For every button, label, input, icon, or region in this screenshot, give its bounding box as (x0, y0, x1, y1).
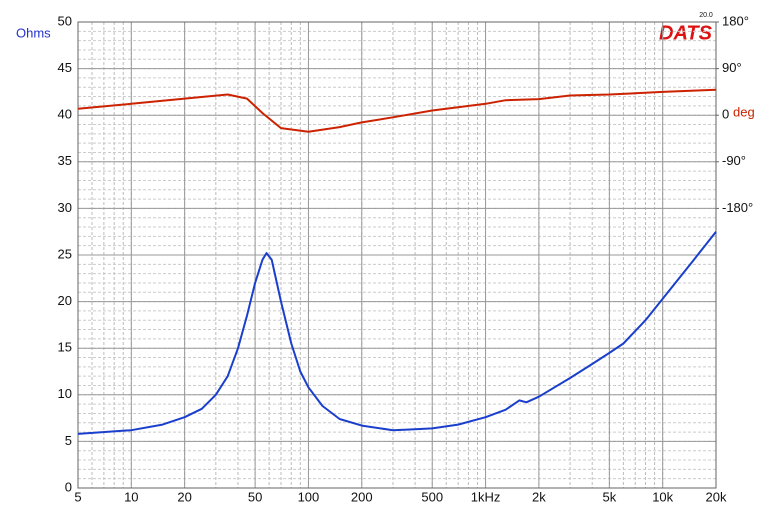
logo: DATS (659, 22, 713, 44)
x-tick-label: 10k (652, 489, 673, 504)
data-line (77, 231, 717, 435)
x-tick-label: 10 (124, 489, 138, 504)
y-tick-label: 35 (58, 153, 72, 168)
y-tick-label: 30 (58, 200, 72, 215)
y-tick-label: 15 (58, 340, 72, 355)
y2-tick-label: -90° (722, 153, 746, 168)
y-tick-label: 25 (58, 246, 72, 261)
y-tick-label: 50 (58, 13, 72, 28)
y2-tick-label: 180° (722, 13, 749, 28)
y-tick-label: 45 (58, 60, 72, 75)
y-axis-label: Ohms (16, 25, 51, 40)
y2-tick-label: 0 (722, 107, 729, 122)
x-tick-label: 100 (298, 489, 320, 504)
x-tick-label: 500 (421, 489, 443, 504)
y2-tick-label: -180° (722, 200, 753, 215)
data-line (77, 88, 717, 133)
x-tick-label: 20k (706, 489, 727, 504)
x-tick-label: 5k (602, 489, 616, 504)
y-tick-label: 10 (58, 386, 72, 401)
y2-tick-label: 90° (722, 60, 742, 75)
y-tick-label: 0 (65, 479, 72, 494)
x-tick-label: 20 (177, 489, 191, 504)
x-tick-label: 200 (351, 489, 373, 504)
y-tick-label: 5 (65, 433, 72, 448)
y-tick-label: 40 (58, 107, 72, 122)
y2-axis-label: deg (733, 104, 755, 119)
y-tick-label: 20 (58, 293, 72, 308)
x-tick-label: 1kHz (471, 489, 501, 504)
logo-version: 20.0 (699, 12, 713, 19)
x-tick-label: 2k (532, 489, 546, 504)
x-tick-label: 5 (74, 489, 81, 504)
plot-frame (77, 21, 717, 489)
x-tick-label: 50 (248, 489, 262, 504)
